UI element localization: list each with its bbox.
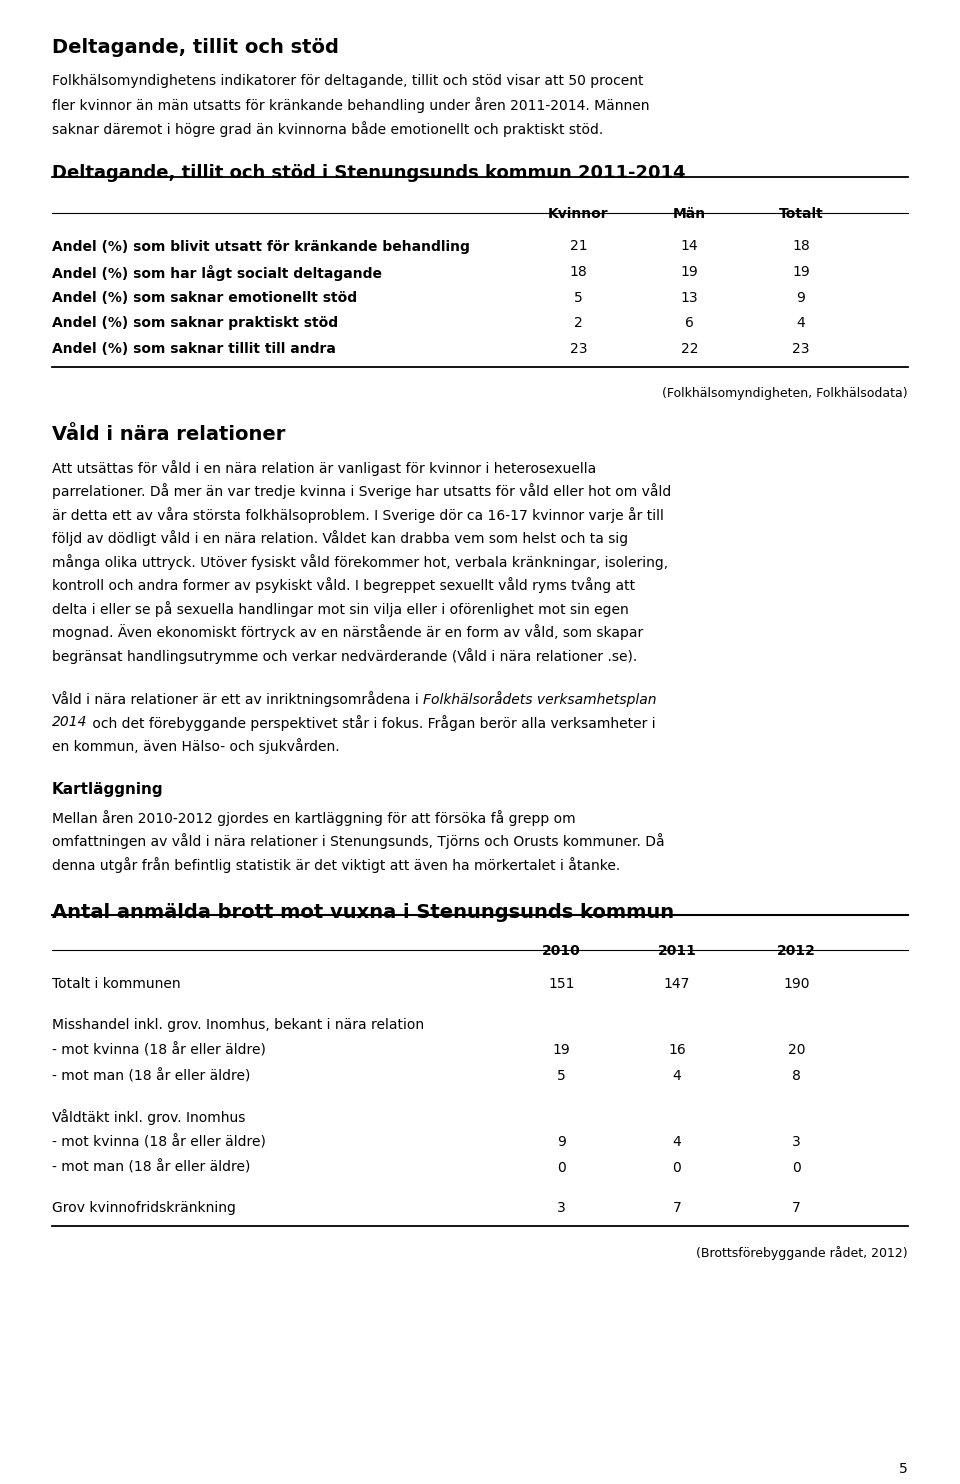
Text: - mot man (18 år eller äldre): - mot man (18 år eller äldre) <box>52 1068 251 1083</box>
Text: Misshandel inkl. grov. Inomhus, bekant i nära relation: Misshandel inkl. grov. Inomhus, bekant i… <box>52 1018 424 1031</box>
Text: 5: 5 <box>557 1068 565 1083</box>
Text: 147: 147 <box>663 978 690 991</box>
Text: Våldtäkt inkl. grov. Inomhus: Våldtäkt inkl. grov. Inomhus <box>52 1110 246 1125</box>
Text: många olika uttryck. Utöver fysiskt våld förekommer hot, verbala kränkningar, is: många olika uttryck. Utöver fysiskt våld… <box>52 554 668 570</box>
Text: 2: 2 <box>574 316 583 329</box>
Text: (Brottsförebyggande rådet, 2012): (Brottsförebyggande rådet, 2012) <box>696 1247 908 1260</box>
Text: Våld i nära relationer: Våld i nära relationer <box>52 424 285 444</box>
Text: 3: 3 <box>792 1135 801 1149</box>
Text: saknar däremot i högre grad än kvinnorna både emotionellt och praktiskt stöd.: saknar däremot i högre grad än kvinnorna… <box>52 122 603 137</box>
Text: kontroll och andra former av psykiskt våld. I begreppet sexuellt våld ryms tvång: kontroll och andra former av psykiskt vå… <box>52 577 636 594</box>
Text: Deltagande, tillit och stöd i Stenungsunds kommun 2011-2014: Deltagande, tillit och stöd i Stenungsun… <box>52 165 685 183</box>
Text: - mot man (18 år eller äldre): - mot man (18 år eller äldre) <box>52 1160 251 1175</box>
Text: 14: 14 <box>681 239 699 254</box>
Text: 19: 19 <box>792 266 810 279</box>
Text: 16: 16 <box>668 1043 685 1058</box>
Text: mognad. Även ekonomiskt förtryck av en närstående är en form av våld, som skapar: mognad. Även ekonomiskt förtryck av en n… <box>52 625 643 641</box>
Text: 0: 0 <box>792 1160 801 1174</box>
Text: och det förebyggande perspektivet står i fokus. Frågan berör alla verksamheter i: och det förebyggande perspektivet står i… <box>87 715 655 732</box>
Text: 6: 6 <box>685 316 694 329</box>
Text: 7: 7 <box>792 1201 801 1215</box>
Text: är detta ett av våra största folkhälsoproblem. I Sverige dör ca 16-17 kvinnor va: är detta ett av våra största folkhälsopr… <box>52 508 664 522</box>
Text: Våld i nära relationer är ett av inriktningsområdena i: Våld i nära relationer är ett av inriktn… <box>52 692 423 708</box>
Text: (Folkhälsomyndigheten, Folkhälsodata): (Folkhälsomyndigheten, Folkhälsodata) <box>662 387 908 401</box>
Text: Andel (%) som saknar tillit till andra: Andel (%) som saknar tillit till andra <box>52 341 336 356</box>
Text: följd av dödligt våld i en nära relation. Våldet kan drabba vem som helst och ta: följd av dödligt våld i en nära relation… <box>52 530 628 546</box>
Text: delta i eller se på sexuella handlingar mot sin vilja eller i oförenlighet mot s: delta i eller se på sexuella handlingar … <box>52 601 629 617</box>
Text: 4: 4 <box>673 1135 682 1149</box>
Text: fler kvinnor än män utsatts för kränkande behandling under åren 2011-2014. Männe: fler kvinnor än män utsatts för kränkand… <box>52 98 650 113</box>
Text: 5: 5 <box>574 291 583 304</box>
Text: en kommun, även Hälso- och sjukvården.: en kommun, även Hälso- och sjukvården. <box>52 739 340 754</box>
Text: 20: 20 <box>788 1043 805 1058</box>
Text: 22: 22 <box>681 341 699 356</box>
Text: Andel (%) som saknar emotionellt stöd: Andel (%) som saknar emotionellt stöd <box>52 291 357 304</box>
Text: Andel (%) som har lågt socialt deltagande: Andel (%) som har lågt socialt deltagand… <box>52 266 382 280</box>
Text: Att utsättas för våld i en nära relation är vanligast för kvinnor i heterosexuel: Att utsättas för våld i en nära relation… <box>52 460 596 476</box>
Text: Kartläggning: Kartläggning <box>52 782 163 797</box>
Text: 9: 9 <box>557 1135 565 1149</box>
Text: 21: 21 <box>569 239 588 254</box>
Text: 3: 3 <box>557 1201 565 1215</box>
Text: 5: 5 <box>900 1462 908 1477</box>
Text: denna utgår från befintlig statistik är det viktigt att även ha mörkertalet i åt: denna utgår från befintlig statistik är … <box>52 856 620 873</box>
Text: 18: 18 <box>792 239 810 254</box>
Text: Folkhälsomyndighetens indikatorer för deltagande, tillit och stöd visar att 50 p: Folkhälsomyndighetens indikatorer för de… <box>52 74 643 88</box>
Text: Män: Män <box>673 206 707 221</box>
Text: 2010: 2010 <box>542 944 581 959</box>
Text: Andel (%) som blivit utsatt för kränkande behandling: Andel (%) som blivit utsatt för kränkand… <box>52 239 469 254</box>
Text: 2011: 2011 <box>658 944 696 959</box>
Text: 4: 4 <box>673 1068 682 1083</box>
Text: 2014: 2014 <box>52 715 87 729</box>
Text: 2012: 2012 <box>778 944 816 959</box>
Text: - mot kvinna (18 år eller äldre): - mot kvinna (18 år eller äldre) <box>52 1043 266 1058</box>
Text: Kvinnor: Kvinnor <box>548 206 609 221</box>
Text: Andel (%) som saknar praktiskt stöd: Andel (%) som saknar praktiskt stöd <box>52 316 338 329</box>
Text: Grov kvinnofridskränkning: Grov kvinnofridskränkning <box>52 1201 236 1215</box>
Text: 23: 23 <box>569 341 588 356</box>
Text: Deltagande, tillit och stöd: Deltagande, tillit och stöd <box>52 39 339 56</box>
Text: 23: 23 <box>792 341 809 356</box>
Text: Totalt: Totalt <box>779 206 824 221</box>
Text: parrelationer. Då mer än var tredje kvinna i Sverige har utsatts för våld eller : parrelationer. Då mer än var tredje kvin… <box>52 484 671 500</box>
Text: omfattningen av våld i nära relationer i Stenungsunds, Tjörns och Orusts kommune: omfattningen av våld i nära relationer i… <box>52 834 664 849</box>
Text: 19: 19 <box>681 266 699 279</box>
Text: Antal anmälda brott mot vuxna i Stenungsunds kommun: Antal anmälda brott mot vuxna i Stenungs… <box>52 902 674 922</box>
Text: 19: 19 <box>552 1043 570 1058</box>
Text: begränsat handlingsutrymme och verkar nedvärderande (Våld i nära relationer .se): begränsat handlingsutrymme och verkar ne… <box>52 649 637 663</box>
Text: Folkhälsorådets verksamhetsplan: Folkhälsorådets verksamhetsplan <box>423 692 657 708</box>
Text: 151: 151 <box>548 978 575 991</box>
Text: 4: 4 <box>797 316 805 329</box>
Text: 8: 8 <box>792 1068 802 1083</box>
Text: 13: 13 <box>681 291 699 304</box>
Text: 9: 9 <box>797 291 805 304</box>
Text: - mot kvinna (18 år eller äldre): - mot kvinna (18 år eller äldre) <box>52 1135 266 1150</box>
Text: 0: 0 <box>557 1160 565 1174</box>
Text: Mellan åren 2010-2012 gjordes en kartläggning för att försöka få grepp om: Mellan åren 2010-2012 gjordes en kartläg… <box>52 810 576 827</box>
Text: Totalt i kommunen: Totalt i kommunen <box>52 978 180 991</box>
Text: 190: 190 <box>783 978 810 991</box>
Text: 18: 18 <box>569 266 588 279</box>
Text: 0: 0 <box>673 1160 682 1174</box>
Text: 7: 7 <box>673 1201 682 1215</box>
